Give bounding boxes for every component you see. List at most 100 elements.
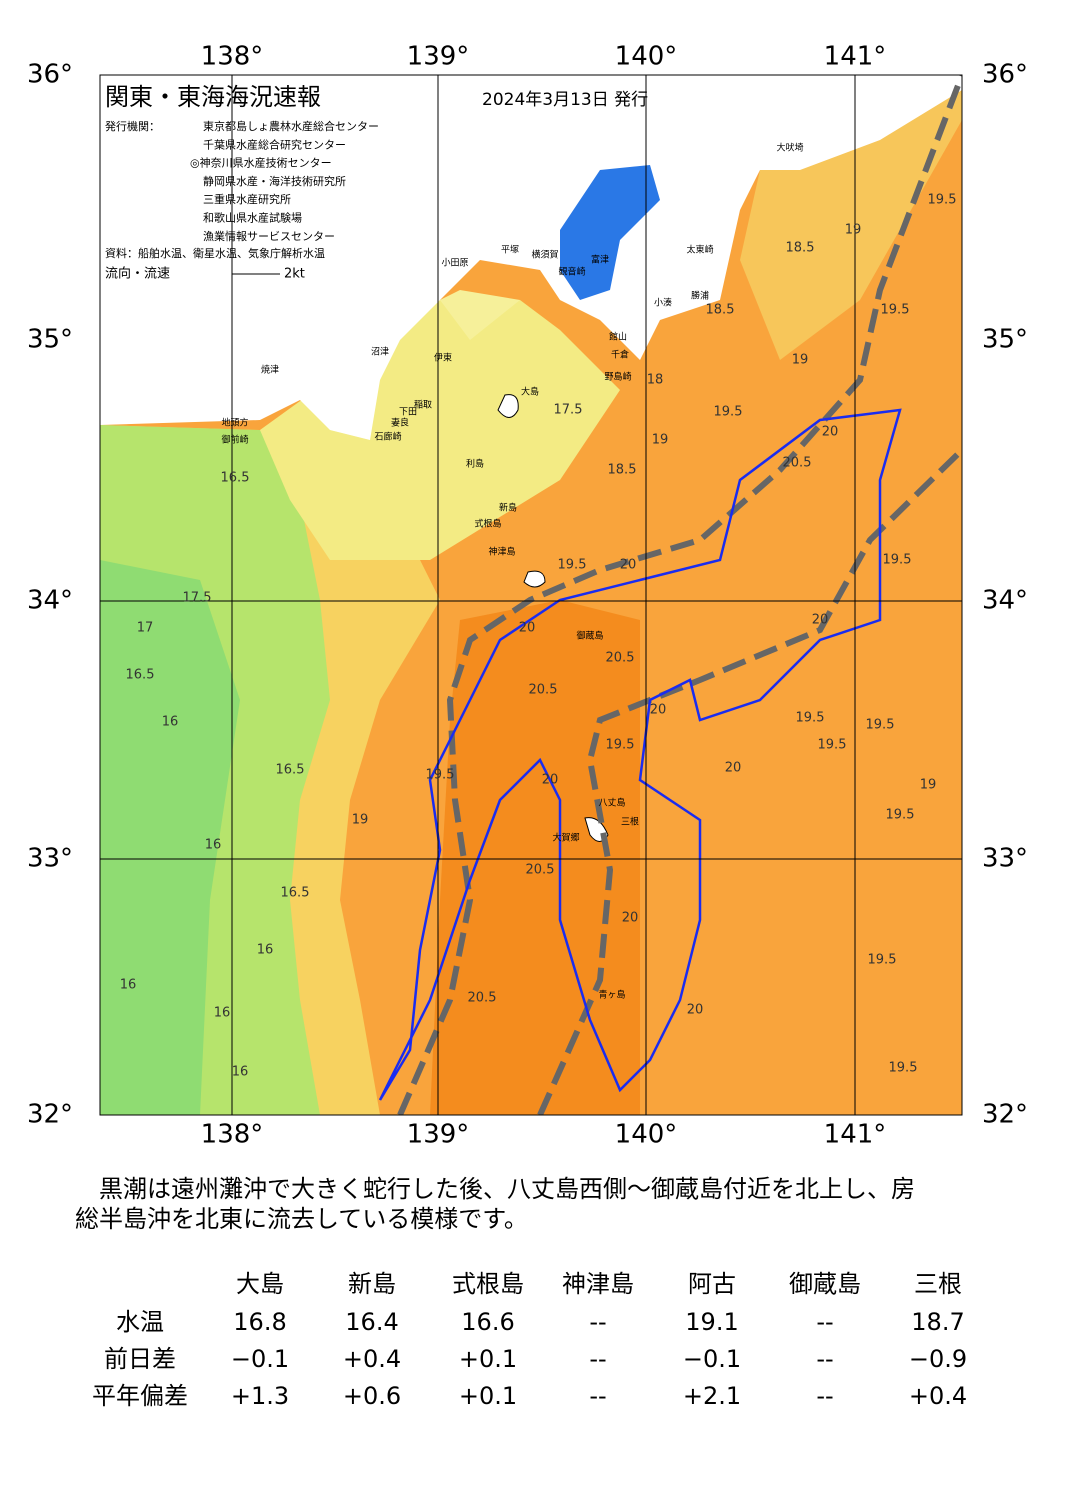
place-name: 伊東 — [434, 352, 452, 364]
place-name: 平塚 — [501, 245, 519, 256]
contour-label: 20 — [650, 703, 667, 718]
cell: -- — [816, 1308, 833, 1336]
lon-label: 140° — [615, 1120, 678, 1150]
cell: -- — [816, 1382, 833, 1410]
contour-label: 16.5 — [281, 886, 310, 901]
contour-label: 20.5 — [468, 991, 497, 1006]
contour-label: 16 — [232, 1065, 249, 1080]
place-name: 野島崎 — [604, 371, 631, 383]
lon-label: 141° — [824, 42, 887, 72]
contour-label: 19 — [352, 813, 369, 828]
map-fill — [100, 75, 962, 1115]
contour-label: 19.5 — [606, 738, 635, 753]
lat-label: 34° — [982, 586, 1028, 616]
lon-label: 141° — [824, 1120, 887, 1150]
contour-label: 20 — [620, 558, 637, 573]
contour-label: 19.5 — [796, 711, 825, 726]
column-header: 神津島 — [562, 1270, 634, 1298]
issuer-label: 発行機関： — [105, 119, 160, 133]
lon-label: 139° — [407, 42, 470, 72]
cell: +0.6 — [343, 1382, 401, 1410]
cell: +0.1 — [459, 1382, 517, 1410]
cell: +0.4 — [343, 1345, 401, 1373]
date: 2024年3月13日 発行 — [482, 90, 648, 110]
place-name: 八丈島 — [598, 797, 625, 809]
contour-label: 17 — [137, 621, 154, 636]
contour-label: 20 — [812, 613, 829, 628]
place-name: 沼津 — [371, 347, 389, 358]
contour-label: 18 — [647, 373, 664, 388]
cell: -- — [589, 1382, 606, 1410]
lat-label: 32° — [27, 1100, 73, 1130]
contour-label: 20.5 — [526, 863, 555, 878]
commentary: 総半島沖を北東に流去している模様です。 — [75, 1205, 528, 1233]
lat-label: 33° — [982, 844, 1028, 874]
place-name: 太東崎 — [686, 244, 713, 256]
column-header: 式根島 — [452, 1270, 524, 1298]
place-name: 青ヶ島 — [598, 989, 625, 1001]
lon-label: 139° — [407, 1120, 470, 1150]
issuer: 三重県水産研究所 — [203, 192, 291, 206]
lat-label: 32° — [982, 1100, 1028, 1130]
place-name: 地頭方 — [221, 417, 248, 429]
contour-label: 20 — [519, 621, 536, 636]
contour-label: 19 — [845, 223, 862, 238]
contour-label: 20.5 — [606, 651, 635, 666]
row-label: 平年偏差 — [92, 1382, 188, 1410]
contour-label: 18.5 — [706, 303, 735, 318]
lon-label: 138° — [201, 1120, 264, 1150]
contour-label: 19.5 — [558, 558, 587, 573]
contour-label: 16 — [162, 715, 179, 730]
contour-label: 19.5 — [881, 303, 910, 318]
contour-label: 20.5 — [529, 683, 558, 698]
contour-label: 18.5 — [608, 463, 637, 478]
flow: 流向・流速 — [105, 266, 170, 282]
contour-label: 19.5 — [818, 738, 847, 753]
contour-label: 17.5 — [554, 403, 583, 418]
cell: 19.1 — [685, 1308, 738, 1336]
place-name: 御蔵島 — [576, 630, 603, 642]
contour-label: 20 — [687, 1003, 704, 1018]
place-name: 館山 — [609, 331, 627, 343]
lat-label: 36° — [27, 60, 73, 90]
place-name: 焼津 — [261, 365, 279, 376]
contour-label: 19.5 — [714, 405, 743, 420]
cell: +0.4 — [909, 1382, 967, 1410]
issuer: ◎神奈川県水産技術センター — [190, 156, 332, 170]
place-name: 下田 — [399, 407, 417, 418]
row-label: 水温 — [116, 1308, 164, 1336]
place-name: 富津 — [591, 254, 609, 266]
place-name: 稲取 — [414, 399, 432, 411]
cell: -- — [589, 1345, 606, 1373]
cell: −0.1 — [231, 1345, 289, 1373]
place-name: 利島 — [466, 458, 484, 470]
place-name: 妻良 — [391, 417, 409, 429]
lon-label: 138° — [201, 42, 264, 72]
contour-label: 17.5 — [183, 591, 212, 606]
column-header: 阿古 — [688, 1270, 736, 1298]
contour-label: 19.5 — [866, 718, 895, 733]
issuer: 東京都島しょ農林水産総合センター — [203, 119, 379, 133]
contour-label: 16 — [257, 943, 274, 958]
contour-label: 19.5 — [928, 193, 957, 208]
column-header: 新島 — [348, 1270, 396, 1298]
cell: 16.6 — [461, 1308, 514, 1336]
place-name: 三根 — [621, 816, 639, 828]
contour-label: 20 — [725, 761, 742, 776]
graticule — [99, 74, 963, 1116]
contour-label: 20 — [542, 773, 559, 788]
contour-label: 16.5 — [126, 668, 155, 683]
contour-label: 19 — [920, 778, 937, 793]
cell: +1.3 — [231, 1382, 289, 1410]
cell: 16.4 — [345, 1308, 398, 1336]
place-name: 新島 — [499, 502, 517, 514]
contour-label: 16.5 — [276, 763, 305, 778]
lat-label: 34° — [27, 586, 73, 616]
cell: 16.8 — [233, 1308, 286, 1336]
contour-label: 19.5 — [883, 553, 912, 568]
place-name: 小田原 — [441, 258, 468, 269]
place-name: 大賀郷 — [552, 832, 579, 844]
flow-scale: 2kt — [284, 267, 305, 282]
issuer: 静岡県水産・海洋技術研究所 — [203, 174, 346, 188]
